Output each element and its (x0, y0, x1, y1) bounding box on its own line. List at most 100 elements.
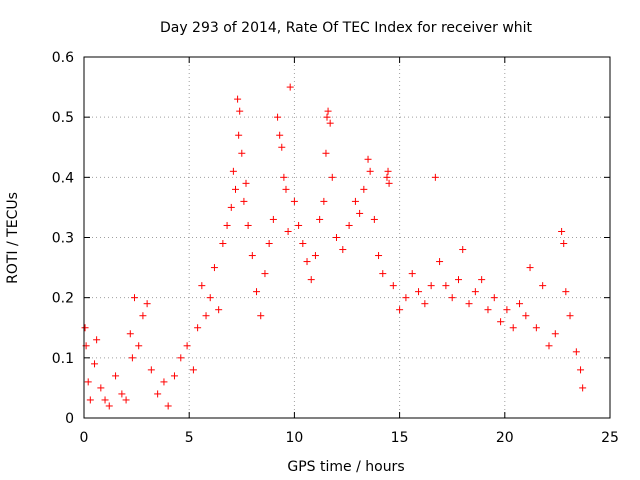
data-point (415, 288, 423, 296)
data-point (198, 282, 206, 290)
data-point (248, 252, 256, 260)
x-tick-label: 15 (391, 430, 409, 446)
y-tick-label: 0.5 (52, 110, 74, 126)
data-point (465, 300, 473, 308)
data-point (560, 240, 568, 248)
data-point (160, 378, 168, 386)
grid-lines (84, 57, 610, 418)
data-point (566, 312, 574, 320)
chart-title: Day 293 of 2014, Rate Of TEC Index for r… (160, 20, 533, 36)
x-tick-label: 0 (80, 430, 89, 446)
data-point (345, 221, 353, 229)
data-point (351, 197, 359, 205)
data-point (478, 276, 486, 284)
data-point (244, 221, 252, 229)
data-point (215, 306, 223, 314)
data-point (490, 294, 498, 302)
data-point (299, 240, 307, 248)
data-point (370, 215, 378, 223)
data-point (323, 113, 331, 121)
data-point (229, 167, 237, 175)
data-point (189, 366, 197, 374)
data-point (366, 167, 374, 175)
data-point (122, 396, 130, 404)
y-tick-label: 0.6 (52, 50, 74, 66)
y-axis-label: ROTI / TECUs (5, 192, 21, 284)
data-point (551, 330, 559, 338)
data-point (408, 270, 416, 278)
y-tick-label: 0.4 (52, 170, 74, 186)
data-point (579, 384, 587, 392)
data-point (421, 300, 429, 308)
data-point (322, 149, 330, 157)
data-point (364, 155, 372, 163)
data-point (545, 342, 553, 350)
data-point (295, 221, 303, 229)
data-point (396, 306, 404, 314)
x-tick-label: 5 (185, 430, 194, 446)
data-point (286, 83, 294, 91)
data-point (240, 197, 248, 205)
data-point (227, 203, 235, 211)
data-point (532, 324, 540, 332)
data-point (183, 342, 191, 350)
data-point (143, 300, 151, 308)
data-point (223, 221, 231, 229)
data-point (269, 215, 277, 223)
data-point (339, 246, 347, 254)
data-point (261, 270, 269, 278)
data-point (558, 227, 566, 235)
data-point (522, 312, 530, 320)
data-point (274, 113, 282, 121)
data-point (356, 209, 364, 217)
data-point (290, 197, 298, 205)
data-point (112, 372, 120, 380)
data-point (316, 215, 324, 223)
data-point (379, 270, 387, 278)
data-point (202, 312, 210, 320)
data-point (324, 107, 332, 115)
data-point (402, 294, 410, 302)
data-point (385, 179, 393, 187)
data-point (206, 294, 214, 302)
data-point (81, 324, 89, 332)
data-point (257, 312, 265, 320)
data-point (93, 336, 101, 344)
data-point (147, 366, 155, 374)
data-point (384, 167, 392, 175)
data-point (219, 240, 227, 248)
data-point (427, 282, 435, 290)
data-point (389, 282, 397, 290)
data-point (539, 282, 547, 290)
data-point (442, 282, 450, 290)
data-point (455, 276, 463, 284)
data-point (130, 294, 138, 302)
data-point (128, 354, 136, 362)
data-point (282, 185, 290, 193)
data-point (86, 396, 94, 404)
data-point (503, 306, 511, 314)
data-point (320, 197, 328, 205)
data-point (84, 378, 92, 386)
x-axis-label: GPS time / hours (287, 459, 404, 475)
x-tick-label: 25 (601, 430, 619, 446)
data-point (253, 288, 261, 296)
data-point (307, 276, 315, 284)
data-point (118, 390, 126, 398)
data-point (577, 366, 585, 374)
data-point (332, 234, 340, 241)
data-point (210, 264, 218, 272)
data-point (97, 384, 105, 392)
data-point (484, 306, 492, 314)
data-point (126, 330, 134, 338)
y-tick-label: 0.1 (52, 351, 74, 367)
x-tick-label: 20 (496, 430, 514, 446)
data-point (91, 360, 99, 368)
axis-ticks: 0 0.1 0.2 0.3 0.4 0.5 0.6 0 5 10 15 20 25 (52, 50, 619, 446)
data-point (234, 95, 242, 103)
data-point (105, 402, 113, 410)
data-point (238, 149, 246, 157)
data-point (235, 131, 243, 139)
